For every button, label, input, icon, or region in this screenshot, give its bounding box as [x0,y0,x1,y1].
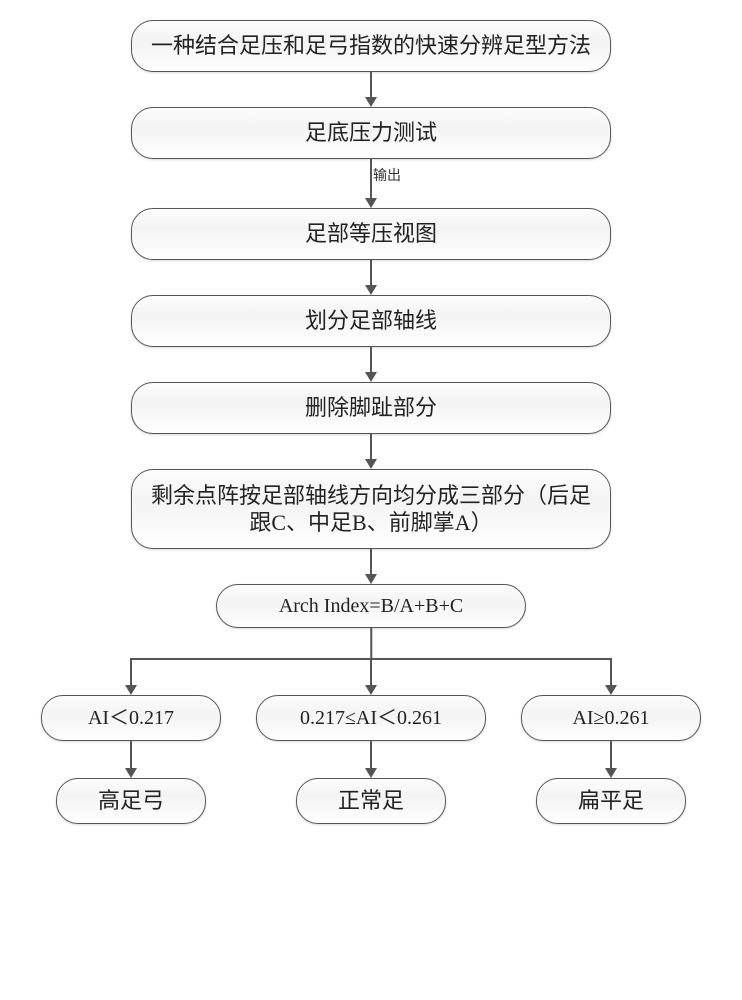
arrow [365,549,377,584]
node-label: AI＜0.217 [88,706,174,731]
node-label: AI≥0.261 [572,706,649,731]
node-remove-toes: 删除脚趾部分 [131,382,611,434]
arrow [365,741,377,778]
node-label: 删除脚趾部分 [305,394,437,422]
node-axis: 划分足部轴线 [131,295,611,347]
node-result-high-arch: 高足弓 [56,778,206,824]
node-label: 正常足 [338,787,404,815]
node-label: 足部等压视图 [305,220,437,248]
branch-mid: 0.217≤AI＜0.261 正常足 [256,658,486,824]
flowchart-root: 一种结合足压和足弓指数的快速分辨足型方法 足底压力测试 输出 足部等压视图 划分… [10,20,732,858]
node-label: Arch Index=B/A+B+C [279,594,463,619]
node-title: 一种结合足压和足弓指数的快速分辨足型方法 [131,20,611,72]
arrow [365,434,377,469]
node-cond-ai-low: AI＜0.217 [41,695,221,741]
arrow-labeled: 输出 [365,159,377,208]
node-cond-ai-mid: 0.217≤AI＜0.261 [256,695,486,741]
node-cond-ai-high: AI≥0.261 [521,695,701,741]
node-split-3parts: 剩余点阵按足部轴线方向均分成三部分（后足跟C、中足B、前脚掌A） [131,469,611,549]
node-label: 划分足部轴线 [305,307,437,335]
three-way-split: AI＜0.217 高足弓 0.217≤AI＜0.261 正常足 [31,628,711,858]
edge-label: 输出 [373,165,401,185]
arrow [125,741,137,778]
node-result-normal: 正常足 [296,778,446,824]
node-arch-index: Arch Index=B/A+B+C [216,584,526,628]
arrow [605,741,617,778]
node-label: 扁平足 [578,787,644,815]
node-pressure-test: 足底压力测试 [131,107,611,159]
node-label: 高足弓 [98,787,164,815]
node-label: 0.217≤AI＜0.261 [300,706,442,731]
node-result-flat: 扁平足 [536,778,686,824]
node-label: 一种结合足压和足弓指数的快速分辨足型方法 [151,32,591,60]
node-label: 剩余点阵按足部轴线方向均分成三部分（后足跟C、中足B、前脚掌A） [150,482,592,537]
arrow [365,347,377,382]
branch-left: AI＜0.217 高足弓 [41,658,221,824]
arrow [365,260,377,295]
branch-right: AI≥0.261 扁平足 [521,658,701,824]
node-label: 足底压力测试 [305,119,437,147]
arrow [365,72,377,107]
node-iso-pressure-view: 足部等压视图 [131,208,611,260]
